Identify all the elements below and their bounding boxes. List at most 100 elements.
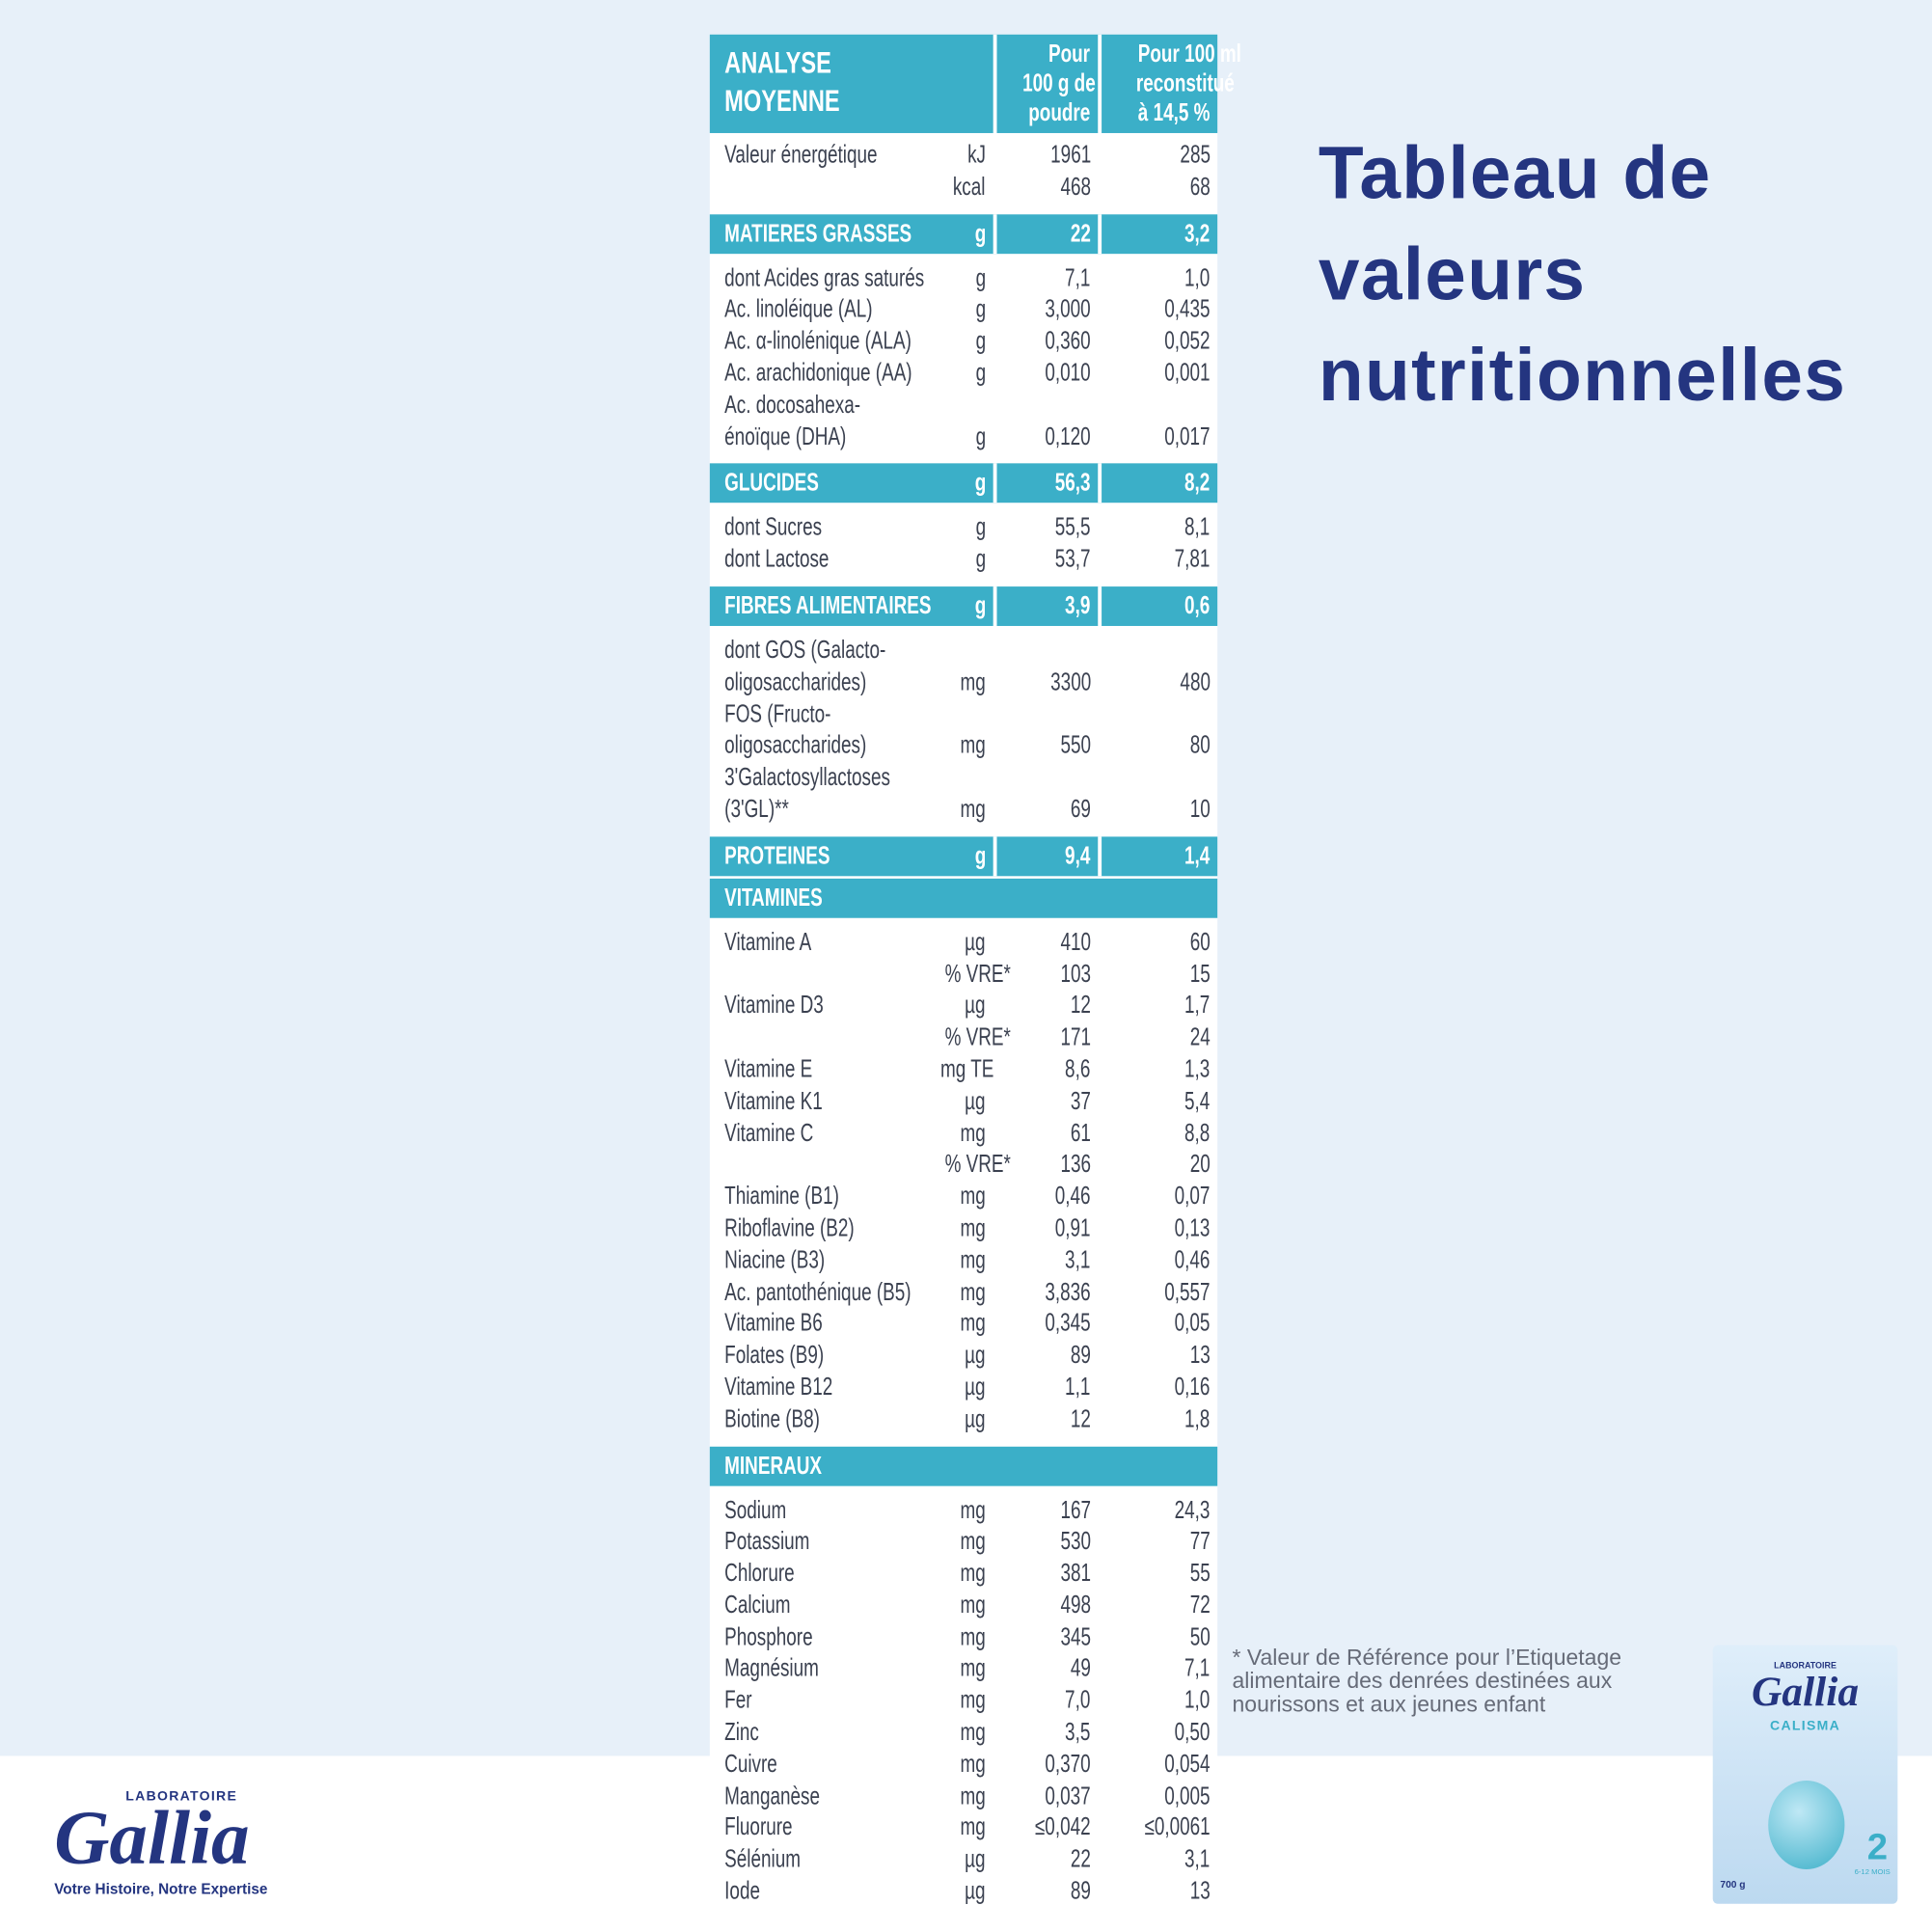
unit: µg: [922, 1404, 993, 1436]
nutrient-label: Cuivre: [710, 1750, 922, 1782]
nutrient-row: Calcium mg 498 72: [710, 1591, 1217, 1622]
nutrient-label: Potassium: [710, 1527, 922, 1559]
value-100ml-text: 24,3: [1174, 1496, 1211, 1524]
value-100ml-text: 1,3: [1184, 1055, 1211, 1083]
value-100g-text: 12: [1070, 992, 1091, 1020]
nutrient-label-text: dont Lactose: [724, 546, 830, 574]
value-100g: 1,1: [993, 1373, 1099, 1404]
nutrition-table: ANALYSE MOYENNE Pour 100 g de poudre Pour 100…: [709, 34, 1241, 1917]
nutrient-label-text: Vitamine E: [724, 1055, 813, 1083]
unit: mg: [922, 1309, 993, 1341]
value-100ml-text: 1,8: [1184, 1405, 1211, 1433]
nutrient-label-line: énoïque (DHA): [724, 422, 921, 454]
value-100g-text: 53,7: [1054, 546, 1091, 574]
nutrient-label: Iode: [710, 1877, 922, 1909]
value-100ml: 3,2: [1098, 213, 1217, 254]
value-100ml: 13: [1098, 1877, 1217, 1909]
value-100ml: 0,054: [1098, 1750, 1217, 1782]
row-group: dont GOS (Galacto-oligosaccharides) mg 330…: [710, 628, 1217, 833]
nutrient-label-line: Ac. docosahexa-: [724, 391, 921, 422]
nutrient-row: Biotine (B8) µg 12 1,8: [710, 1404, 1217, 1436]
nutrient-label: Vitamine B6: [710, 1309, 922, 1341]
value-100ml: 0,05: [1098, 1309, 1217, 1341]
unit: g: [922, 422, 993, 454]
header-label: ANALYSE MOYENNE: [710, 35, 993, 133]
value-100ml: 0,435: [1098, 295, 1217, 327]
nutrient-label: Ac. docosahexa-énoïque (DHA): [710, 391, 922, 454]
value-100g: [993, 879, 1099, 918]
nutrient-label-line: Sodium: [724, 1495, 921, 1527]
value-100g: 22: [993, 213, 1099, 254]
value-100ml: 10: [1098, 795, 1217, 827]
nutrient-label-text: Iode: [724, 1877, 760, 1906]
value-100g-text: 0,120: [1045, 422, 1091, 451]
value-100g-text: 468: [1060, 173, 1091, 201]
nutrient-label-line: Iode: [724, 1877, 921, 1909]
value-100g: ≤0,042: [993, 1813, 1099, 1845]
header-col1-line: poudre: [996, 98, 1091, 128]
value-100ml: 72: [1098, 1591, 1217, 1622]
unit-text: µg: [965, 1877, 986, 1906]
nutrient-label-text: Thiamine (B1): [724, 1183, 839, 1211]
unit: kJ: [922, 141, 993, 173]
unit: mg: [922, 1213, 993, 1245]
row-group: Vitamine A µg 410 60 % VRE* 103 15 Vitamine D3 µ…: [710, 920, 1217, 1444]
unit-text: g: [974, 842, 986, 870]
value-100g-text: 7,1: [1065, 264, 1091, 292]
nutrient-label: Folates (B9): [710, 1341, 922, 1373]
value-100ml: [1098, 1446, 1217, 1485]
header-col1-text: Pour: [1048, 41, 1091, 68]
value-100g-text: 1961: [1049, 141, 1091, 170]
nutrient-row: % VRE* 136 20: [710, 1150, 1217, 1182]
logo: LABORATOIRE Gallia Votre Histoire, Notre…: [54, 1789, 267, 1897]
value-100ml: 0,16: [1098, 1373, 1217, 1404]
unit: mg: [922, 1559, 993, 1591]
unit-text: g: [975, 514, 986, 542]
unit-text: mg: [960, 1814, 986, 1842]
value-100ml-text: 8,1: [1184, 514, 1211, 542]
nutrient-label-line: Ac. arachidonique (AA): [724, 359, 921, 391]
value-100ml-text: 0,07: [1174, 1183, 1211, 1211]
nutrient-label-line: Vitamine C: [724, 1118, 921, 1150]
nutrient-label: Fluorure: [710, 1813, 922, 1845]
unit: mg: [922, 1813, 993, 1845]
value-100g-text: 550: [1060, 732, 1091, 760]
header-col1-line: Pour: [996, 40, 1091, 69]
value-100ml-text: ≤0,0061: [1144, 1814, 1211, 1842]
unit-text: g: [975, 546, 986, 574]
value-100g: 61: [993, 1118, 1099, 1150]
nutrient-row: Niacine (B3) mg 3,1 0,46: [710, 1245, 1217, 1277]
unit-text: mg: [960, 668, 986, 696]
value-100g: 55,5: [993, 513, 1099, 545]
value-100g: 89: [993, 1877, 1099, 1909]
value-100ml: 20: [1098, 1150, 1217, 1182]
unit-text: µg: [965, 1374, 986, 1401]
value-100g-text: 9,4: [1065, 842, 1091, 870]
nutrient-label-text: dont GOS (Galacto-: [724, 637, 886, 665]
unit: [922, 1446, 993, 1485]
value-100ml-text: 10: [1189, 796, 1211, 824]
nutrient-row: dont GOS (Galacto-oligosaccharides) mg 330…: [710, 636, 1217, 699]
value-100ml-text: 0,005: [1164, 1782, 1211, 1810]
value-100g-text: 7,0: [1065, 1687, 1091, 1715]
nutrient-label: dont Lactose: [710, 545, 922, 577]
value-100ml-text: 68: [1189, 173, 1211, 201]
value-100ml-text: 8,2: [1184, 470, 1211, 498]
value-100ml-text: 285: [1179, 141, 1211, 170]
value-100ml: 1,8: [1098, 1404, 1217, 1436]
value-100ml: 1,3: [1098, 1054, 1217, 1086]
unit: g: [922, 464, 993, 503]
nutrient-label-text: Cuivre: [724, 1751, 777, 1779]
unit: mg: [922, 1182, 993, 1213]
nutrient-row: dont Acides gras saturés g 7,1 1,0: [710, 263, 1217, 295]
unit: mg: [922, 667, 993, 699]
value-100g: 0,345: [993, 1309, 1099, 1341]
value-100g-text: 3,5: [1065, 1719, 1091, 1747]
unit: mg: [922, 1591, 993, 1622]
unit-text: mg TE: [940, 1055, 994, 1083]
value-100ml-text: 0,05: [1174, 1310, 1211, 1338]
unit: g: [922, 513, 993, 545]
section-row: PROTEINES g 9,4 1,4: [709, 836, 1218, 876]
value-100ml-text: 3,2: [1184, 220, 1211, 248]
title-line: valeurs: [1318, 232, 1587, 316]
